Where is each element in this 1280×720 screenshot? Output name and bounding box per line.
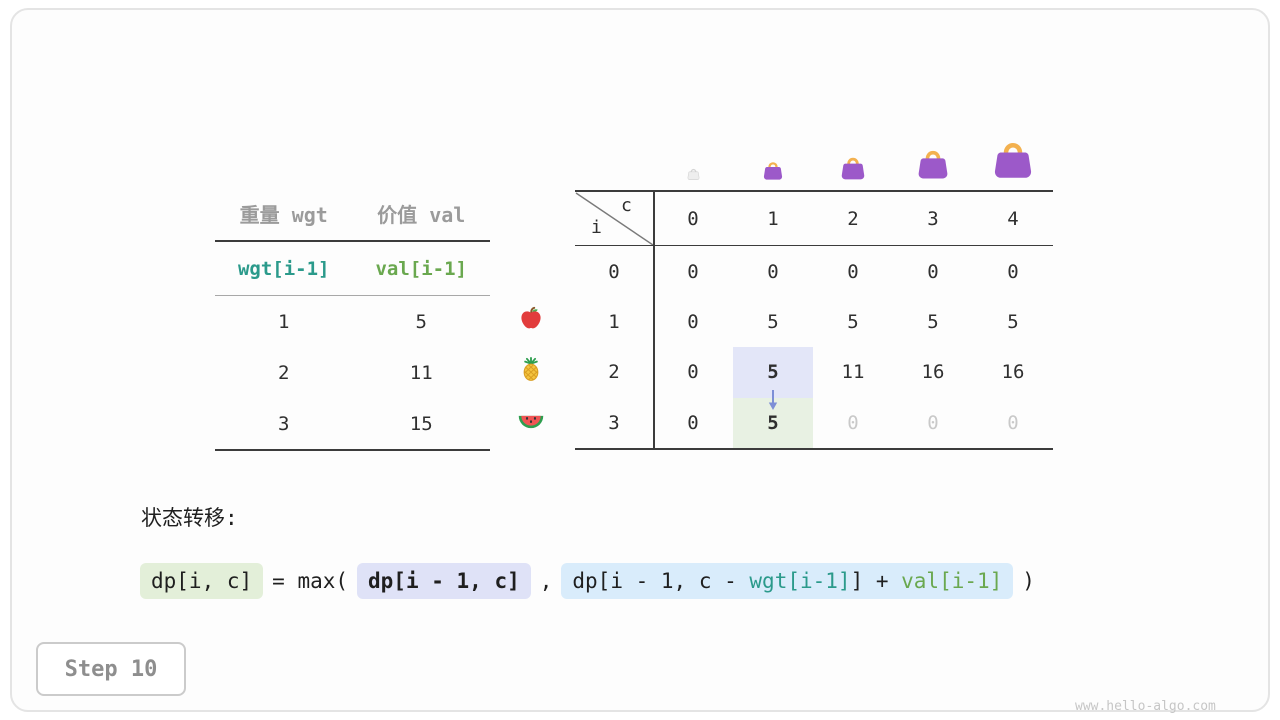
step-label: Step 10: [64, 656, 158, 682]
items-var-val: val[i-1]: [375, 257, 467, 280]
dp-cell: 0: [687, 260, 699, 283]
bag-icon-capacity-3: [914, 146, 952, 186]
dp-row: 3 0 5 0 0 0: [575, 398, 1053, 448]
dp-cell: 5: [767, 311, 779, 334]
dp-cell: 5: [847, 311, 859, 334]
formula-label: 状态转移:: [141, 506, 238, 530]
watermark: www.hello-algo.com: [1075, 699, 1216, 714]
dp-cell: 11: [841, 361, 865, 384]
dp-corner-cell: c i: [575, 192, 653, 245]
dp-col-axis-label: c: [621, 195, 632, 216]
dp-row: 2 0 5 11 16 16: [575, 347, 1053, 397]
formula-comma: ,: [539, 569, 553, 593]
formula-keep-option-chip: dp[i - 1, c]: [357, 563, 531, 599]
dp-cell-uncomputed: 0: [927, 411, 939, 434]
formula-take-mid: ] +: [850, 569, 902, 593]
apple-icon: [518, 305, 544, 331]
formula-take-option-chip: dp[i - 1, c - wgt[i-1]] + val[i-1]: [561, 563, 1014, 599]
dp-row-axis-label: i: [591, 217, 602, 238]
dp-table-vertical-divider: [653, 192, 655, 448]
dp-row: 1 0 5 5 5 5: [575, 297, 1053, 347]
state-transition-formula: dp[i, c] = max( dp[i - 1, c] , dp[i - 1,…: [140, 560, 1035, 602]
formula-take-prefix: dp[i - 1, c -: [572, 569, 750, 593]
dp-col-header: 2: [847, 207, 859, 230]
formula-take-val: val[i-1]: [901, 569, 1003, 593]
dp-row-header: 2: [608, 361, 620, 384]
formula-dp-current-chip: dp[i, c]: [140, 563, 264, 599]
formula-eq-max: = max(: [272, 569, 349, 593]
dp-table: c i 0 1 2 3 4 0 0 0 0 0 0 1 0 5 5 5: [575, 190, 1053, 450]
transition-arrow-icon: [765, 389, 781, 415]
dp-cell: 5: [927, 311, 939, 334]
dp-row-header: 3: [608, 411, 620, 434]
dp-cell-uncomputed: 0: [1007, 411, 1019, 434]
items-table-header-row: 重量 wgt 价值 val: [215, 186, 490, 242]
item-row: 2 11: [215, 347, 490, 398]
dp-cell: 0: [687, 411, 699, 434]
dp-row-header: 0: [608, 260, 620, 283]
dp-rows: 0 0 0 0 0 0 1 0 5 5 5 5 2 0 5 11 16: [575, 247, 1053, 449]
dp-cell: 0: [767, 260, 779, 283]
dp-col-header: 4: [1007, 207, 1019, 230]
bag-icon-capacity-1: [761, 159, 785, 186]
dp-header-row: c i 0 1 2 3 4: [575, 192, 1053, 246]
corner-diagonal-line: [575, 192, 653, 245]
item-weight: 3: [278, 412, 290, 435]
item-weight: 2: [278, 361, 290, 384]
items-table: 重量 wgt 价值 val wgt[i-1] val[i-1] 1 5 2 11…: [215, 186, 490, 451]
watermelon-icon: [517, 406, 544, 432]
items-var-wgt: wgt[i-1]: [237, 257, 330, 280]
dp-row-header: 1: [608, 311, 620, 334]
dp-cell-uncomputed: 0: [847, 411, 859, 434]
item-value: 15: [409, 412, 433, 435]
step-indicator: Step 10: [36, 642, 186, 696]
item-value: 11: [409, 361, 433, 384]
dp-cell: 16: [921, 361, 945, 384]
items-value-header: 价值 val: [377, 202, 466, 227]
dp-cell-selected-keep: 5: [767, 361, 779, 384]
items-weight-header: 重量 wgt: [239, 202, 328, 227]
dp-cell-current: 5: [767, 411, 779, 434]
dp-cell-highlight-keep: [733, 347, 813, 398]
dp-cell: 0: [687, 311, 699, 334]
pineapple-icon: [518, 356, 544, 382]
dp-col-header: 3: [927, 207, 939, 230]
dp-col-header: 1: [767, 207, 779, 230]
dp-cell: 5: [1007, 311, 1019, 334]
item-row: 3 15: [215, 398, 490, 451]
items-var-row: wgt[i-1] val[i-1]: [215, 242, 490, 296]
item-value: 5: [415, 310, 427, 333]
dp-cell: 0: [1007, 260, 1019, 283]
item-row: 1 5: [215, 296, 490, 347]
bag-icon-capacity-0: [686, 166, 701, 185]
dp-col-header: 0: [687, 207, 699, 230]
item-weight: 1: [278, 310, 290, 333]
dp-cell: 16: [1001, 361, 1025, 384]
dp-row: 0 0 0 0 0 0: [575, 247, 1053, 297]
formula-close-paren: ): [1022, 569, 1035, 593]
dp-cell: 0: [847, 260, 859, 283]
bag-icon-capacity-4: [989, 137, 1037, 186]
formula-take-wgt: wgt[i-1]: [749, 569, 851, 593]
dp-cell: 0: [687, 361, 699, 384]
bag-icon-capacity-2: [838, 154, 868, 186]
dp-cell: 0: [927, 260, 939, 283]
